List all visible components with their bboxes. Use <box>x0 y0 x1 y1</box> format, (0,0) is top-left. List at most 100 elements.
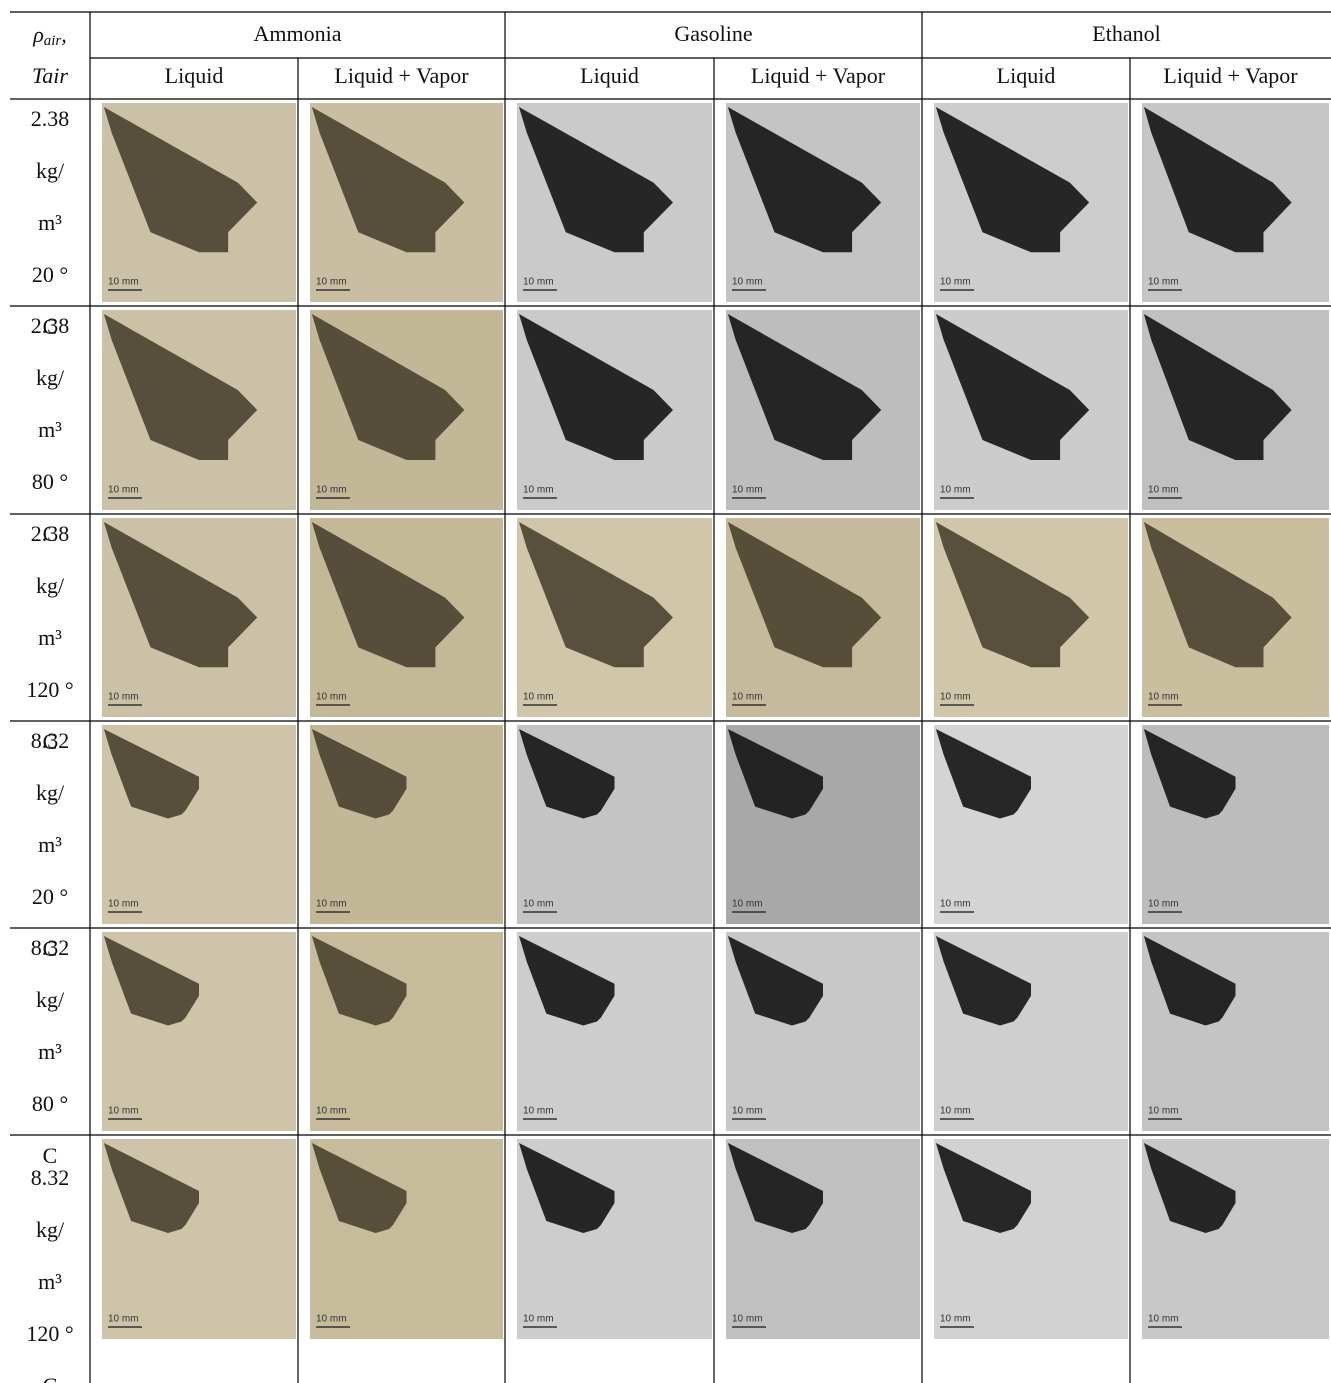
row-label: m³ <box>38 1039 62 1064</box>
spray-plume <box>1143 522 1292 668</box>
scale-label: 10 mm <box>523 692 554 703</box>
spray-plume <box>311 1143 407 1233</box>
row-label: 80 ° <box>32 1091 68 1116</box>
spray-image: 10 mm <box>1142 725 1329 924</box>
spray-plume <box>727 522 882 668</box>
spray-image: 10 mm <box>310 310 503 510</box>
scale-label: 10 mm <box>523 277 554 288</box>
row-label: kg/ <box>36 573 65 598</box>
spray-image: 10 mm <box>102 103 296 302</box>
scale-label: 10 mm <box>108 277 139 288</box>
spray-plume <box>935 522 1090 668</box>
scale-label: 10 mm <box>732 485 763 496</box>
spray-image: 10 mm <box>726 1139 920 1339</box>
spray-image: 10 mm <box>102 518 296 717</box>
scale-label: 10 mm <box>940 1314 971 1325</box>
spray-image: 10 mm <box>310 103 503 302</box>
row-label: C <box>43 521 58 546</box>
symbol: ρ <box>32 22 44 47</box>
row-label: 120 ° <box>26 677 73 702</box>
row-label: 8.32 <box>31 935 70 960</box>
scale-label: 10 mm <box>940 1106 971 1117</box>
row-label: 80 ° <box>32 469 68 494</box>
spray-plume <box>1143 107 1292 253</box>
fuel-header: Ethanol <box>1092 21 1160 46</box>
scale-label: 10 mm <box>316 485 347 496</box>
spray-plume <box>519 522 673 668</box>
scale-label: 10 mm <box>523 1106 554 1117</box>
spray-image: 10 mm <box>1142 310 1329 510</box>
scale-label: 10 mm <box>523 1314 554 1325</box>
spray-plume <box>519 936 615 1026</box>
spray-plume <box>103 1143 199 1233</box>
spray-image: 10 mm <box>934 725 1128 924</box>
row-label: 8.32 <box>31 728 70 753</box>
spray-image: 10 mm <box>1142 1139 1329 1339</box>
scale-label: 10 mm <box>732 1106 763 1117</box>
subcolumn-header: Liquid + Vapor <box>751 63 886 88</box>
spray-plume <box>727 107 882 253</box>
spray-plume <box>1143 729 1236 819</box>
spray-image: 10 mm <box>1142 103 1329 302</box>
spray-image: 10 mm <box>726 518 920 717</box>
scale-label: 10 mm <box>940 692 971 703</box>
spray-image: 10 mm <box>934 310 1128 510</box>
spray-plume <box>935 107 1090 253</box>
corner-label: ρair, <box>32 22 67 49</box>
row-label: kg/ <box>36 158 65 183</box>
spray-plume <box>1143 314 1292 460</box>
scale-label: 10 mm <box>108 899 139 910</box>
spray-plume <box>103 936 199 1026</box>
spray-image: 10 mm <box>726 725 920 924</box>
subcolumn-header: Liquid <box>165 63 224 88</box>
spray-image: 10 mm <box>310 1139 503 1339</box>
scale-label: 10 mm <box>316 1314 347 1325</box>
spray-image: 10 mm <box>934 518 1128 717</box>
scale-label: 10 mm <box>732 899 763 910</box>
spray-image: 10 mm <box>102 1139 296 1339</box>
spray-plume <box>311 936 407 1026</box>
spray-image: 10 mm <box>934 932 1128 1131</box>
scale-label: 10 mm <box>1148 899 1179 910</box>
scale-label: 10 mm <box>732 1314 763 1325</box>
spray-plume <box>519 1143 615 1233</box>
row-label: m³ <box>38 832 62 857</box>
spray-image: 10 mm <box>517 518 712 717</box>
row-label: m³ <box>38 625 62 650</box>
spray-plume <box>103 107 258 253</box>
row-label: m³ <box>38 417 62 442</box>
spray-plume <box>727 1143 823 1233</box>
row-label: 20 ° <box>32 884 68 909</box>
spray-image: 10 mm <box>726 310 920 510</box>
spray-plume <box>727 729 823 819</box>
spray-image: 10 mm <box>517 310 712 510</box>
spray-plume <box>935 1143 1031 1233</box>
scale-label: 10 mm <box>940 899 971 910</box>
scale-label: 10 mm <box>108 1106 139 1117</box>
scale-label: 10 mm <box>316 692 347 703</box>
spray-image: 10 mm <box>102 725 296 924</box>
spray-image: 10 mm <box>1142 932 1329 1131</box>
spray-image: 10 mm <box>517 932 712 1131</box>
row-label: kg/ <box>36 365 65 390</box>
scale-label: 10 mm <box>523 485 554 496</box>
spray-plume <box>935 936 1031 1026</box>
spray-plume <box>935 314 1090 460</box>
row-label: kg/ <box>36 987 65 1012</box>
scale-label: 10 mm <box>523 899 554 910</box>
row-label: C <box>43 936 58 961</box>
spray-plume <box>311 522 465 668</box>
scale-label: 10 mm <box>316 277 347 288</box>
spray-plume <box>519 729 615 819</box>
scale-label: 10 mm <box>108 485 139 496</box>
spray-plume <box>1143 936 1236 1026</box>
row-label: 20 ° <box>32 262 68 287</box>
spray-plume <box>103 522 258 668</box>
spray-image: 10 mm <box>517 1139 712 1339</box>
row-label: C <box>43 729 58 754</box>
row-label: kg/ <box>36 1217 65 1242</box>
spray-image: 10 mm <box>102 932 296 1131</box>
row-label: 2.38 <box>31 313 70 338</box>
